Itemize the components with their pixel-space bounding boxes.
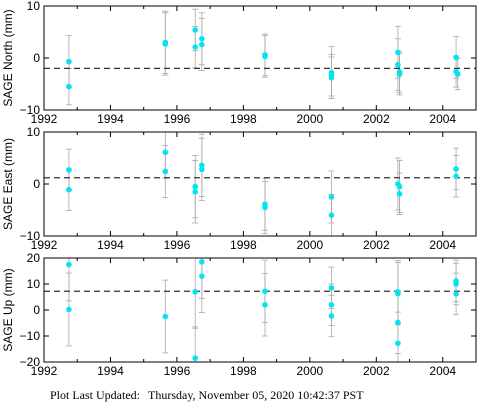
data-point	[328, 285, 335, 291]
x-tick-label: 2004	[429, 112, 456, 126]
y-axis-label: SAGE East (mm)	[1, 138, 15, 230]
x-tick-label: 2004	[429, 238, 456, 252]
x-tick-label: 2000	[296, 112, 323, 126]
x-tick-label: 2000	[296, 238, 323, 252]
y-tick-label: 0	[33, 303, 40, 317]
data-point	[453, 281, 459, 287]
data-point	[162, 149, 169, 156]
data-point	[328, 313, 335, 319]
data-point	[328, 194, 335, 200]
x-tick-label: 1992	[31, 238, 58, 252]
data-point	[395, 61, 401, 68]
y-tick-label: 0	[33, 51, 40, 65]
data-point	[328, 74, 335, 81]
panel-1: 1992 1994 1996 1998 2000 2002 2004 10 0 −10 SAGE N…	[1, 0, 477, 126]
data-point	[66, 167, 72, 173]
data-point	[453, 166, 459, 172]
data-point	[199, 166, 205, 173]
data-point	[192, 44, 198, 50]
x-tick-label: 1992	[31, 364, 58, 378]
data-point	[199, 259, 205, 265]
data-point	[262, 53, 268, 60]
plot-frame	[43, 5, 477, 111]
x-tick-label: 2002	[363, 238, 390, 252]
x-tick-label: 2000	[296, 364, 323, 378]
y-tick-label: −10	[20, 103, 41, 117]
plot-frame	[43, 257, 477, 363]
x-tick-label: 1992	[31, 112, 58, 126]
y-tick-label: 20	[27, 251, 41, 265]
x-tick-label: 1994	[97, 364, 124, 378]
data-point	[192, 27, 198, 33]
data-point	[453, 291, 459, 297]
x-tick-label: 2004	[429, 364, 456, 378]
data-point	[396, 71, 403, 77]
x-tick-label: 1996	[164, 238, 191, 252]
data-point	[199, 41, 205, 48]
data-point	[453, 173, 459, 179]
y-axis-label: SAGE North (mm)	[1, 9, 15, 106]
data-point	[328, 302, 335, 308]
data-point	[66, 83, 72, 90]
data-point	[395, 340, 401, 347]
data-point	[199, 162, 205, 169]
panel-3: 1992 1994 1996 1998 2000 2002 2004 20 10 0 −10 −20 S…	[1, 251, 477, 378]
data-point	[395, 290, 401, 297]
data-point	[162, 313, 169, 320]
x-tick-label: 1996	[164, 364, 191, 378]
data-point	[162, 41, 169, 47]
x-tick-label: 1994	[97, 238, 124, 252]
data-point	[199, 273, 205, 280]
x-tick-label: 1998	[230, 364, 257, 378]
data-point	[192, 189, 198, 195]
y-tick-label: 10	[27, 125, 41, 139]
data-point	[192, 355, 198, 361]
x-tick-label: 1994	[97, 112, 124, 126]
data-point	[192, 183, 198, 190]
y-tick-label: −10	[20, 329, 41, 343]
x-tick-label: 1998	[230, 238, 257, 252]
data-point	[162, 168, 169, 175]
panel-2: 1992 1994 1996 1998 2000 2002 2004 10 0 −10 SAGE E…	[1, 125, 477, 252]
x-tick-label: 2002	[363, 364, 390, 378]
data-point	[395, 319, 401, 326]
x-tick-label: 1998	[230, 112, 257, 126]
data-point	[192, 289, 198, 295]
footer-updated-label: Plot Last Updated:	[50, 388, 140, 402]
y-tick-label: 10	[27, 0, 41, 13]
footer-timestamp: Thursday, November 05, 2020 10:42:37 PST	[148, 388, 364, 402]
data-point	[262, 288, 268, 295]
y-tick-label: −10	[20, 229, 41, 243]
data-point	[66, 261, 72, 268]
data-point	[262, 302, 268, 308]
data-point	[395, 49, 401, 56]
data-point	[66, 186, 72, 193]
data-point	[453, 54, 459, 61]
data-point	[454, 71, 461, 77]
data-point	[396, 191, 403, 197]
x-tick-label: 1996	[164, 112, 191, 126]
plot-frame	[43, 131, 477, 237]
data-point	[328, 212, 335, 218]
y-tick-label: 10	[27, 277, 41, 291]
y-axis-label: SAGE Up (mm)	[1, 268, 15, 351]
data-point	[396, 183, 403, 190]
x-tick-label: 2002	[363, 112, 390, 126]
data-point	[262, 204, 268, 211]
data-point	[199, 35, 205, 42]
data-point	[66, 306, 72, 313]
data-point	[66, 58, 72, 65]
y-tick-label: 0	[33, 177, 40, 191]
y-tick-label: −20	[20, 355, 41, 369]
